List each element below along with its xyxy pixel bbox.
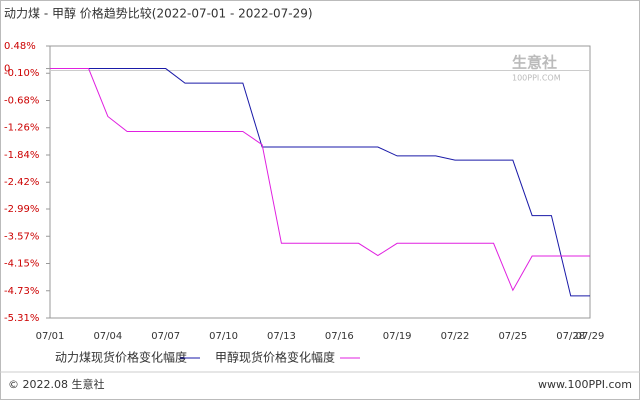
x-tick-label: 07/16 [325, 331, 354, 342]
x-tick-label: 07/07 [151, 331, 180, 342]
y-tick-label: 0.48% [4, 41, 36, 52]
y-tick-label: -2.99% [4, 204, 39, 215]
x-tick-label: 07/13 [267, 331, 296, 342]
series-line [50, 68, 590, 292]
y-tick-label: -5.31% [4, 313, 39, 324]
x-tick-label: 07/25 [498, 331, 527, 342]
y-tick-label: -4.73% [4, 286, 39, 297]
y-tick-label: -3.57% [4, 231, 39, 242]
x-tick-label: 07/04 [93, 331, 122, 342]
x-tick-label: 07/01 [36, 331, 65, 342]
x-tick-label: 07/22 [441, 331, 470, 342]
watermark: 生意社 [512, 54, 557, 72]
source: www.100PPI.com [538, 378, 632, 391]
y-tick-label: -1.84% [4, 150, 39, 161]
y-tick-label: -2.42% [4, 177, 39, 188]
x-tick-label: 07/28 [556, 331, 585, 342]
y-tick-label: -0.68% [4, 95, 39, 106]
x-tick-label: 07/29 [576, 331, 605, 342]
y-tick-label: -4.15% [4, 259, 39, 270]
plot-area [49, 45, 591, 319]
x-tick-label: 07/10 [209, 331, 238, 342]
legend-label: 甲醇现货价格变化幅度 [215, 350, 335, 365]
legend-label: 动力煤现货价格变化幅度 [55, 350, 187, 365]
series-line [50, 68, 590, 297]
x-tick-label: 07/19 [383, 331, 412, 342]
watermark-sub: 100PPI.COM [512, 74, 561, 83]
y-tick-label: 0 [4, 64, 10, 75]
y-tick-label: -0.10% [4, 68, 39, 79]
y-tick-label: -1.26% [4, 123, 39, 134]
copyright: © 2022.08 生意社 [8, 377, 104, 391]
chart-title: 动力煤 - 甲醇 价格趋势比较(2022-07-01 - 2022-07-29) [4, 6, 313, 21]
